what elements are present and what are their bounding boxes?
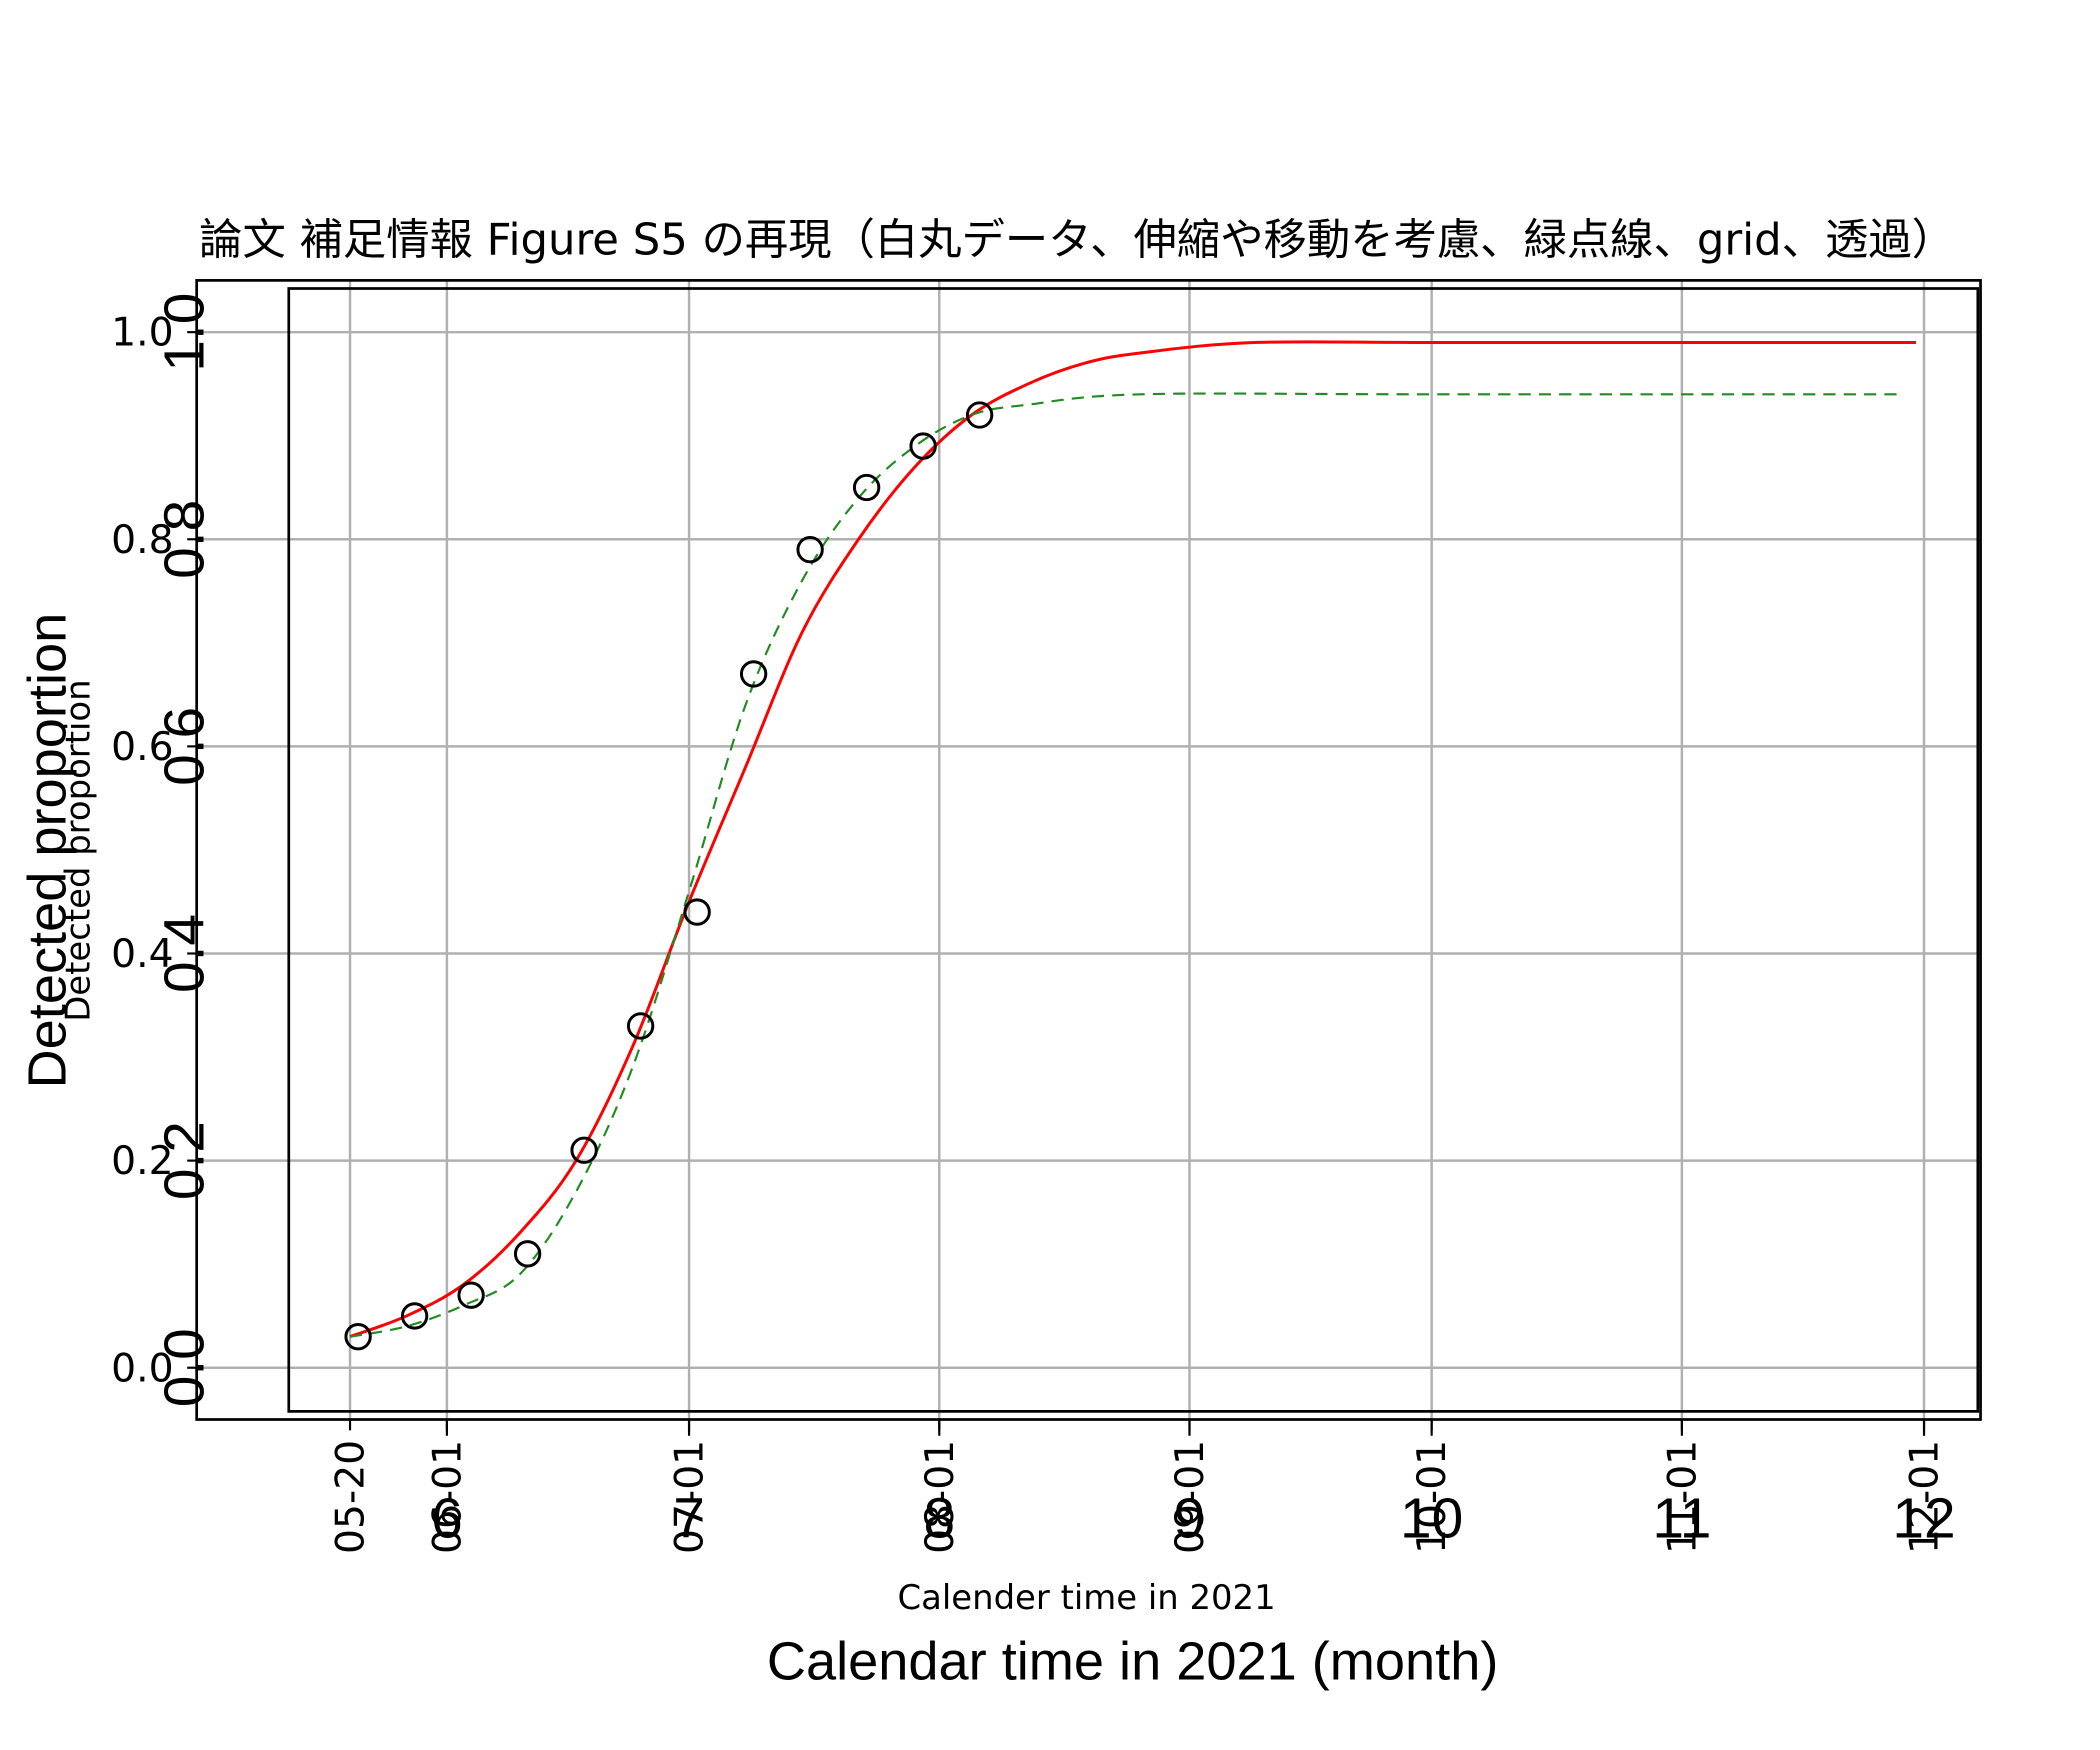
y-tick-label: 0.6 (111, 725, 173, 770)
data-point (570, 1136, 598, 1164)
x-axis-label: Calender time in 2021 (897, 1578, 1275, 1617)
overlay-y-tick-label: 0.8 (153, 500, 216, 579)
overlay-y-tick-label: 1.0 (153, 293, 216, 372)
y-axis-label: Detected proportion (59, 679, 98, 1021)
y-tick-label: 0.8 (111, 518, 173, 563)
data-point (513, 1240, 542, 1268)
chart-title: 論文 補足情報 Figure S5 の再現（白丸データ、伸縮や移動を考慮、緑点線… (199, 216, 1955, 266)
overlay-x-tick-label: 6 (431, 1487, 463, 1550)
overlay-x-tick-label: 10 (1400, 1487, 1463, 1550)
axes-frame (195, 279, 1982, 1421)
x-tick-label: 10-01 (1410, 1440, 1455, 1554)
overlay-y-axis-label: Detected proportion (17, 613, 77, 1089)
overlay-x-tick-label: 8 (923, 1487, 955, 1550)
data-point (457, 1281, 485, 1309)
overlay-x-axis-label: Calendar time in 2021 (month) (767, 1632, 1498, 1692)
data-point (739, 660, 768, 688)
plot-series (344, 340, 1916, 1351)
y-tick-label: 1.0 (111, 311, 173, 356)
x-tick-label: 07-01 (668, 1440, 713, 1554)
overlay-y-tick-label: 0.0 (153, 1328, 216, 1407)
data-point (965, 401, 994, 429)
data-point (344, 1322, 372, 1351)
data-point (909, 432, 937, 460)
x-tick-label: 06-01 (425, 1440, 470, 1554)
axis-ticks (187, 331, 1926, 1436)
y-tick-label: 0.4 (111, 932, 173, 977)
data-point (852, 473, 881, 502)
data-point (796, 535, 824, 564)
x-tick-label: 05-20 (329, 1440, 374, 1554)
overlay-x-tick-label: 7 (673, 1487, 705, 1550)
x-tick-label: 09-01 (1168, 1440, 1213, 1554)
overlay-y-tick-label: 0.2 (153, 1121, 216, 1200)
overlay-x-tick-label: 9 (1174, 1487, 1206, 1550)
data-point (400, 1302, 429, 1330)
y-tick-label: 0.2 (111, 1139, 173, 1184)
x-tick-label: 08-01 (918, 1440, 963, 1554)
y-tick-label: 0.0 (111, 1346, 173, 1391)
grid (196, 280, 1981, 1420)
overlay-y-tick-label: 0.4 (153, 914, 216, 993)
data-point (683, 898, 711, 926)
tick-labels: 05-20 06-01 07-01 08-01 09-01 10-01 11-01 12-01… (111, 293, 1955, 1554)
x-tick-label: 11-01 (1660, 1440, 1705, 1554)
data-point (626, 1012, 655, 1040)
plot-box (287, 287, 1980, 1413)
x-tick-label: 12-01 (1903, 1440, 1948, 1554)
overlay-y-tick-label: 0.6 (153, 707, 216, 786)
red-fitted-curve (349, 340, 1916, 1339)
overlay-x-tick-label: 12 (1892, 1487, 1955, 1550)
overlay-x-tick-label: 11 (1652, 1487, 1711, 1550)
